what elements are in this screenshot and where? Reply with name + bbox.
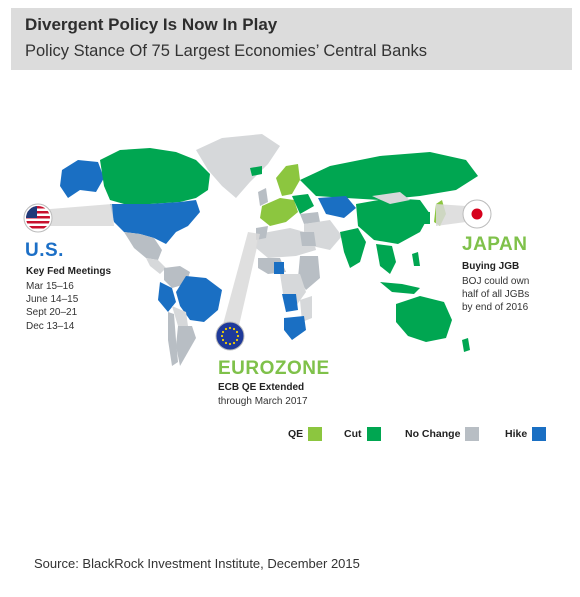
legend-swatch-hike (532, 427, 547, 441)
fed-meeting-date: Dec 13–14 (26, 320, 75, 332)
japan-callout-subtitle: Buying JGB (462, 261, 520, 272)
eurozone-callout-connector (222, 232, 260, 330)
page-title: Divergent Policy Is Now In Play (25, 15, 278, 34)
mongolia (372, 192, 410, 204)
legend-label: QE (288, 428, 304, 440)
canada (100, 148, 210, 204)
japan-callout-connector (436, 204, 466, 226)
india (340, 228, 366, 268)
japan-flag-icon (462, 199, 492, 229)
source-note: Source: BlackRock Investment Institute, … (34, 556, 360, 571)
legend-swatch-no-change (465, 427, 480, 441)
japan-callout-title: JAPAN (462, 234, 528, 255)
southeast-asia (376, 244, 396, 274)
alaska (60, 160, 104, 198)
china (356, 198, 430, 244)
legend-swatch-cut (366, 427, 381, 441)
legend-label: No Change (405, 428, 461, 440)
japan-callout-line: by end of 2016 (462, 302, 529, 314)
eu-flag-icon (215, 321, 245, 351)
europe-east (292, 194, 314, 214)
australia (396, 296, 452, 342)
japan-callout-line: BOJ could own (462, 276, 530, 287)
japan-callout-line: half of all JGBs (462, 289, 530, 301)
usa (110, 200, 200, 244)
chile (168, 312, 178, 366)
turkey (300, 212, 320, 224)
kazakhstan (318, 196, 356, 218)
scandinavia (276, 164, 300, 196)
us-flag-icon (23, 203, 53, 233)
us-callout-title: U.S. (25, 240, 64, 261)
korea (424, 212, 430, 224)
japan-callout-body: BOJ could own half of all JGBs by end of… (462, 275, 552, 315)
page-subtitle: Policy Stance Of 75 Largest Economies’ C… (25, 42, 428, 60)
legend-swatch-qe (308, 427, 323, 441)
peru (158, 282, 176, 312)
nigeria (274, 262, 284, 274)
fed-meeting-date: Sept 20–21 (26, 307, 78, 319)
egypt (300, 232, 316, 246)
russia (300, 152, 478, 200)
angola (282, 294, 298, 312)
us-callout-connector (38, 204, 114, 226)
south-africa (284, 316, 306, 340)
philippines (412, 252, 420, 266)
argentina (176, 326, 196, 366)
brazil (176, 276, 222, 322)
indonesia (380, 282, 420, 294)
central-america (146, 258, 166, 274)
legend-item-qe: QE (288, 427, 323, 441)
iceland (250, 166, 262, 176)
eurozone-callout-title: EUROZONE (218, 358, 330, 379)
europe-west (260, 198, 298, 226)
legend-label: Cut (344, 428, 362, 440)
fed-meeting-date: June 14–15 (26, 294, 79, 306)
legend-label: Hike (505, 428, 528, 440)
fed-meeting-dates: Mar 15–16 June 14–15 Sept 20–21 Dec 13–1… (26, 280, 78, 333)
legend-item-no-change: No Change (405, 427, 480, 441)
header-banner: Divergent Policy Is Now In Play Policy S… (11, 8, 572, 70)
east-africa (298, 256, 320, 290)
mexico (124, 232, 162, 260)
bolivia (172, 306, 188, 326)
eurozone-callout-body: through March 2017 (218, 396, 308, 407)
us-callout-subtitle: Key Fed Meetings (26, 266, 112, 277)
legend-item-hike: Hike (505, 427, 547, 441)
greenland (196, 134, 280, 198)
new-zealand (462, 338, 470, 352)
mozambique (300, 296, 312, 322)
eurozone-callout-subtitle: ECB QE Extended (218, 382, 305, 393)
uk (258, 188, 268, 206)
fed-meeting-date: Mar 15–16 (26, 281, 74, 292)
legend-item-cut: Cut (344, 427, 381, 441)
